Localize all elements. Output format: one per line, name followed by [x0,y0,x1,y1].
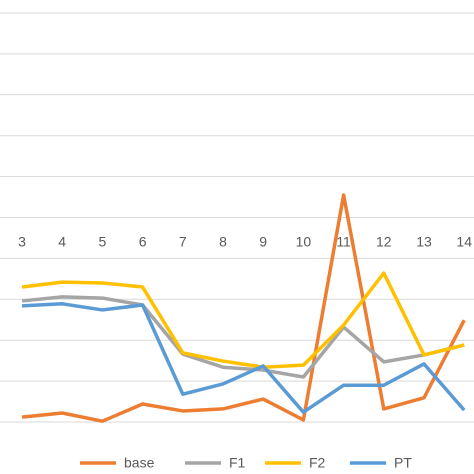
x-tick-label: 10 [296,234,312,250]
legend-label: base [124,455,155,471]
x-tick-label: 11 [336,234,351,250]
legend-label: F1 [229,455,246,471]
x-tick-label: 14 [456,234,472,250]
x-tick-label: 8 [219,234,227,250]
legend-label: F2 [309,455,326,471]
x-tick-label: 7 [179,234,187,250]
x-tick-label: 4 [58,234,66,250]
x-tick-label: 13 [416,234,432,250]
series-line [21,302,466,414]
x-tick-label: 5 [99,234,107,250]
x-tick-label: 6 [139,234,147,250]
series-line [21,193,466,423]
legend-label: PT [394,455,412,471]
series-line [21,271,465,369]
x-tick-label: 9 [259,234,267,250]
x-tick-label: 3 [18,234,26,250]
x-tick-label: 12 [376,234,392,250]
series-line [21,295,465,379]
